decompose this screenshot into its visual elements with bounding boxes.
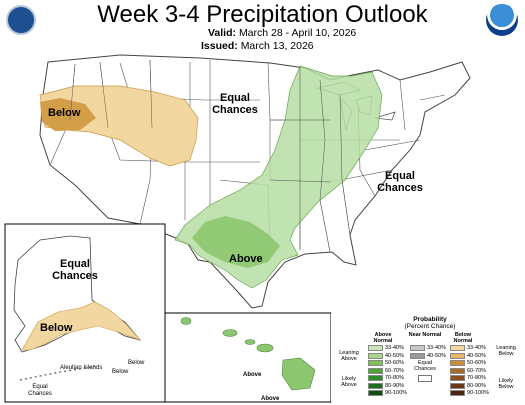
legend-above-swatches: 33-40% 40-50% 50-60% 60-70% 70-80% 80-90% 90-1…: [368, 345, 408, 405]
label-aleutian-islands: Aleutian Islands: [60, 365, 103, 371]
legend-leaning-below: Leaning Below: [496, 345, 516, 357]
legend-leaning-above: Leaning Above: [339, 350, 359, 362]
legend-below-swatch-label: 50-60%: [467, 360, 486, 366]
legend-frame: [331, 313, 521, 402]
label-equal-chances-east: Equal Chances: [377, 170, 423, 194]
label-above-south: Above: [229, 253, 263, 265]
legend-above-swatch-label: 33-40%: [385, 345, 404, 351]
label-below-alaska: Below: [40, 322, 73, 334]
above-normal-core: [192, 216, 280, 268]
legend-above-swatch: [368, 345, 383, 351]
legend-below-swatch-label: 60-70%: [467, 367, 486, 374]
legend-title: Probability (Percent Chance): [390, 316, 470, 330]
legend-near-swatches: 33-40% 40-50%: [410, 345, 450, 365]
legend-below-swatch: [450, 345, 465, 351]
legend-above-swatch: [368, 375, 383, 381]
legend-above-swatch-label: 70-80%: [385, 375, 404, 381]
label-above-hawaii-1: Above: [243, 372, 262, 378]
noaa-logo: [486, 4, 518, 36]
legend-col-below-header: Below Normal: [446, 332, 480, 344]
legend-above-swatch-label: 90-100%: [385, 390, 408, 396]
legend-col-near-header: Near Normal: [408, 332, 442, 338]
legend-below-swatch-label: 33-40%: [467, 345, 486, 351]
legend-below-swatch: [450, 360, 465, 366]
legend-equal-chances-text: Equal Chances: [414, 360, 436, 372]
noaa-commerce-seal-logo: [6, 5, 36, 35]
alaska-below-area: [21, 301, 141, 351]
legend-above-swatch: [368, 360, 383, 366]
hawaii-islands: [180, 317, 316, 391]
legend-above-swatch: [368, 390, 383, 396]
legend-near-swatch-label: 33-40%: [427, 345, 446, 351]
legend-above-swatch: [368, 352, 383, 359]
legend-below-swatch: [450, 352, 465, 359]
valid-line: Valid: March 28 - April 10, 2026: [208, 27, 356, 40]
legend-below-swatch-label: 70-80%: [467, 375, 486, 381]
legend-below-swatch: [450, 390, 465, 396]
legend-above-swatch-label: 50-60%: [385, 360, 404, 366]
label-equal-chances-north: Equal Chances: [212, 92, 258, 116]
state-lines-overlay: [69, 59, 351, 253]
legend-equal-chances: Equal Chances: [408, 360, 442, 372]
aleutian-islands: [19, 365, 96, 381]
legend-below-swatches: 33-40% 40-50% 50-60% 60-70% 70-80% 80-90% 90-1…: [450, 345, 490, 405]
legend-below-swatch-label: 90-100%: [467, 390, 490, 396]
label-above-hawaii-2: Above: [261, 396, 280, 402]
valid-dates: March 28 - April 10, 2026: [238, 27, 357, 39]
legend-below-swatch: [450, 382, 465, 389]
legend-col-above-header: Above Normal: [366, 332, 400, 344]
legend-title-line1: Probability: [413, 316, 447, 323]
label-below-aleutian-2: Below: [112, 369, 129, 375]
label-below-west: Below: [48, 107, 81, 119]
legend-above-swatch-label: 40-50%: [385, 352, 404, 359]
legend-below-header-text: Below Normal: [453, 332, 473, 344]
legend-likely-below: Likely Below: [498, 378, 514, 390]
legend-likely-above: Likely Above: [341, 376, 357, 388]
legend-below-swatch: [450, 375, 465, 381]
legend-near-swatch-label: 40-50%: [427, 352, 446, 359]
issued-date: March 13, 2026: [240, 40, 314, 52]
legend-above-swatch-label: 80-90%: [385, 382, 404, 389]
legend-title-line2: (Percent Chance): [404, 323, 456, 330]
legend-below-swatch: [450, 367, 465, 374]
legend-near-header-text: Near Normal: [408, 332, 442, 338]
legend-above-swatch-label: 60-70%: [385, 367, 404, 374]
below-normal-core: [40, 98, 96, 131]
issued-label: Issued:: [201, 40, 238, 52]
legend-above-swatch: [368, 367, 383, 374]
legend-near-swatch: [410, 352, 425, 359]
legend-above-header-text: Above Normal: [373, 332, 393, 344]
label-equal-chances-alaska: Equal Chances: [52, 258, 98, 282]
page-title: Week 3-4 Precipitation Outlook: [97, 1, 428, 28]
legend-below-swatch-label: 80-90%: [467, 382, 486, 389]
legend-above-swatch: [368, 382, 383, 389]
legend-equal-swatch: [418, 375, 432, 382]
label-equal-chances-aleutian: Equal Chances: [28, 384, 52, 397]
legend-below-swatch-label: 40-50%: [467, 352, 486, 359]
legend-near-swatch: [410, 345, 425, 351]
issued-line: Issued: March 13, 2026: [201, 40, 314, 53]
label-below-aleutian: Below: [128, 360, 145, 366]
valid-label: Valid:: [208, 27, 237, 39]
